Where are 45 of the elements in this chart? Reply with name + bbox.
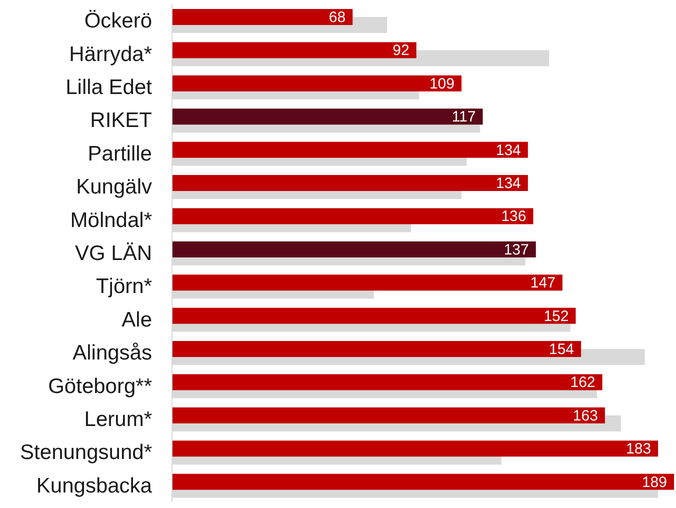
y-tick-label: Tjörn* — [96, 275, 152, 298]
data-label: 134 — [496, 142, 521, 159]
data-label: 183 — [626, 440, 652, 458]
y-tick-label: Kungsbacka — [36, 474, 152, 498]
y-tick-label: Alingsås — [72, 342, 152, 365]
data-label: 163 — [572, 407, 598, 424]
bar — [172, 42, 416, 58]
y-tick-label: Öckerö — [84, 10, 152, 33]
y-tick-label: Lilla Edet — [66, 76, 152, 99]
bar — [172, 308, 576, 324]
y-tick-label: Mölndal* — [70, 208, 152, 232]
data-label: 109 — [429, 75, 455, 92]
bar — [172, 374, 602, 390]
bar — [172, 208, 534, 224]
y-tick-label: VG LÄN — [74, 242, 152, 265]
data-label: 92 — [392, 42, 410, 60]
y-tick-label: Stenungsund* — [20, 441, 152, 464]
bar — [172, 9, 353, 25]
bar — [172, 108, 483, 125]
y-tick-label: Kungälv — [76, 176, 152, 199]
y-tick-label: Lerum* — [84, 408, 152, 431]
data-label: 162 — [570, 374, 596, 392]
data-label: 152 — [544, 308, 569, 325]
bar — [172, 341, 582, 357]
data-label: 134 — [496, 175, 521, 192]
data-label: 147 — [530, 274, 556, 292]
bar — [172, 274, 562, 291]
bar — [172, 407, 605, 424]
data-label: 117 — [452, 108, 476, 126]
data-label: 189 — [642, 474, 667, 491]
bar — [172, 241, 536, 258]
data-label: 154 — [549, 341, 574, 358]
bar — [172, 175, 528, 191]
bar — [172, 440, 658, 457]
y-tick-label: Partille — [88, 142, 152, 166]
y-tick-label: Härryda* — [69, 42, 152, 66]
y-tick-label: Ale — [122, 308, 152, 332]
data-label: 68 — [328, 9, 346, 26]
bar — [172, 474, 674, 490]
bar — [172, 142, 528, 158]
bar — [172, 75, 462, 92]
data-label: 137 — [504, 241, 529, 258]
y-tick-label: RIKET — [90, 109, 152, 132]
y-tick-label: Göteborg** — [48, 374, 152, 398]
data-label: 136 — [501, 208, 526, 226]
